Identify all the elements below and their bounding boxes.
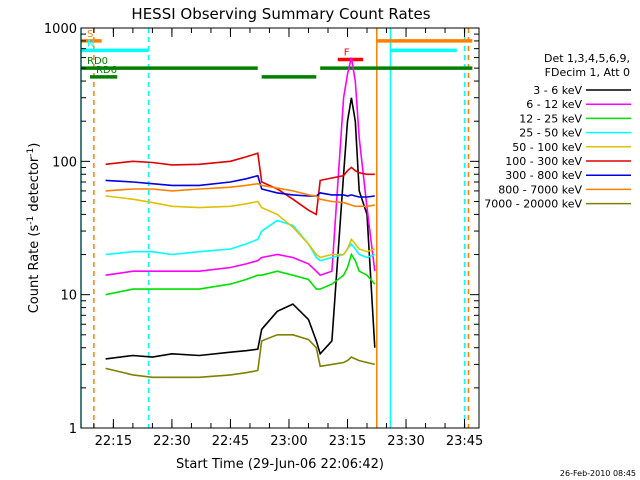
flag-label-rd0: RD0 xyxy=(87,56,108,67)
legend-entry-label-6: 300 - 800 keV xyxy=(505,169,582,182)
series-line-2 xyxy=(105,252,376,296)
flag-label-f: F xyxy=(344,48,350,59)
series-line-6 xyxy=(105,174,375,198)
legend-header-line-1: Det 1,3,4,5,6,9, xyxy=(544,52,630,65)
x-tick-label: 22:15 xyxy=(95,434,132,449)
legend-entry-label-8: 7000 - 20000 keV xyxy=(484,198,582,211)
legend-entry-label-5: 100 - 300 keV xyxy=(505,155,582,168)
series-line-8 xyxy=(105,333,375,379)
flag-label-rd6: RD6 xyxy=(96,65,117,76)
y-tick-label: 10 xyxy=(60,289,77,304)
legend-entry-label-1: 6 - 12 keV xyxy=(526,98,582,111)
series-line-0 xyxy=(105,97,376,360)
y-axis-label: Count Rate (s-1 detector-1) xyxy=(26,143,42,314)
flag-label-n: N xyxy=(87,38,94,49)
series-line-1 xyxy=(105,57,376,277)
legend-entry-label-3: 25 - 50 keV xyxy=(519,127,582,140)
x-tick-label: 23:15 xyxy=(329,434,366,449)
legend-header-line-2: FDecim 1, Att 0 xyxy=(545,66,630,79)
series-line-7 xyxy=(105,182,375,208)
x-tick-label: 23:00 xyxy=(270,434,307,449)
series-line-4 xyxy=(105,195,376,259)
x-tick-label: 23:45 xyxy=(446,434,483,449)
axes: 1 10 100 1000 22:15 22:30 22:45 23:00 23:15 23:30… xyxy=(44,22,483,449)
chart-title: HESSI Observing Summary Count Rates xyxy=(131,5,430,23)
x-tick-label: 22:30 xyxy=(153,434,190,449)
y-tick-label: 100 xyxy=(52,155,77,170)
legend-entry-label-4: 50 - 100 keV xyxy=(512,141,582,154)
y-tick-label: 1 xyxy=(69,422,77,437)
x-axis-label: Start Time (29-Jun-06 22:06:42) xyxy=(176,457,384,472)
legend-entry-label-2: 12 - 25 keV xyxy=(519,112,582,125)
series-line-5 xyxy=(105,152,375,216)
legend-entry-label-0: 3 - 6 keV xyxy=(533,84,582,97)
vertical-markers xyxy=(80,28,470,428)
series-lines xyxy=(105,57,376,379)
y-tick-label: 1000 xyxy=(44,22,77,37)
legend: Det 1,3,4,5,6,9, FDecim 1, Att 0 3 - 6 k… xyxy=(484,52,631,211)
legend-entry-label-7: 800 - 7000 keV xyxy=(498,183,582,196)
x-tick-label: 23:30 xyxy=(387,434,424,449)
flag-label-s: S xyxy=(87,29,93,40)
x-tick-label: 22:45 xyxy=(212,434,249,449)
timestamp: 26-Feb-2010 08:45 xyxy=(560,469,636,478)
plot-frame xyxy=(80,27,480,429)
